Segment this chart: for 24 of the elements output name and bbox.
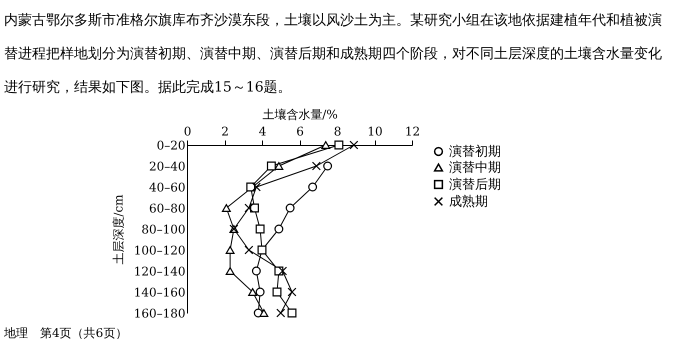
y-tick-label: 100–120 (134, 244, 186, 258)
y-tick-label: 20–40 (148, 160, 186, 174)
x-tick-label: 12 (404, 124, 420, 138)
x-tick-label: 4 (258, 124, 267, 138)
y-tick-label: 0–20 (156, 138, 186, 152)
legend-label: 演替初期 (449, 144, 501, 160)
y-tick-label: 60–80 (148, 202, 186, 216)
legend-label: 演替后期 (449, 178, 501, 192)
text: 地理 第4页（共6页） (3, 326, 128, 340)
y-tick-label: 40–60 (148, 180, 186, 194)
legend-label: 演替中期 (449, 160, 501, 176)
x-tick-label: 2 (221, 124, 229, 138)
x-tick-label: 10 (367, 124, 383, 138)
legend-label: 成熟期 (449, 194, 488, 210)
x-tick-label: 8 (334, 124, 342, 138)
y-tick-label: 120–140 (134, 264, 186, 278)
y-tick-label: 80–100 (141, 222, 186, 236)
x-axis-title: 土壤含水量/% (262, 108, 338, 122)
y-axis-title: 土层深度/cm (112, 194, 126, 265)
y-tick-label: 140–160 (134, 286, 186, 300)
text: 内蒙古鄂尔多斯市准格尔旗库布齐沙漠东段，土壤以风沙土为主。某研究小组在该地依据建植年代和植被演替进程把样地划分为演替初期、演替中期、演替后期和成熟期四个阶段，对不同土层深度的土壤含水量变化进行研究，结果如下图。据此完成15～16题。 (4, 12, 662, 96)
x-tick-label: 6 (296, 124, 304, 138)
x-tick-label: 0 (184, 124, 192, 138)
y-tick-label: 160–180 (134, 306, 186, 320)
